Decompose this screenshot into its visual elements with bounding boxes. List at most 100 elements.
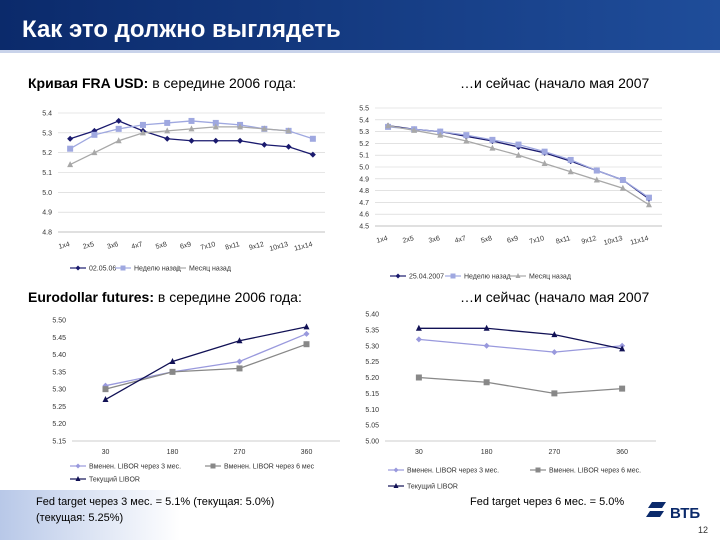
marker bbox=[67, 161, 74, 168]
x-tick-label: 10x13 bbox=[269, 241, 289, 253]
series-line bbox=[105, 326, 307, 401]
title-bar bbox=[0, 0, 720, 50]
marker bbox=[515, 273, 521, 278]
marker bbox=[483, 379, 490, 386]
x-tick-label: 180 bbox=[481, 449, 493, 456]
y-tick-label: 5.15 bbox=[52, 439, 66, 446]
marker bbox=[188, 117, 195, 124]
marker bbox=[393, 483, 399, 488]
marker bbox=[619, 176, 626, 183]
marker bbox=[645, 194, 652, 201]
x-tick-label: 180 bbox=[167, 449, 179, 456]
marker bbox=[261, 125, 268, 132]
x-tick-label: 270 bbox=[549, 449, 561, 456]
legend-label: Вменен. LIBOR через 3 мес. bbox=[89, 464, 181, 471]
y-tick-label: 5.0 bbox=[42, 190, 52, 197]
marker bbox=[385, 122, 392, 129]
marker bbox=[169, 368, 176, 375]
x-tick-label: 2x5 bbox=[402, 235, 415, 245]
marker bbox=[593, 176, 600, 183]
marker bbox=[212, 123, 219, 130]
marker bbox=[75, 463, 81, 469]
y-tick-label: 5.2 bbox=[42, 150, 52, 157]
x-tick-label: 360 bbox=[301, 449, 313, 456]
y-tick-label: 5.3 bbox=[359, 129, 369, 136]
marker bbox=[489, 144, 496, 151]
legend-label: 02.05.06 bbox=[89, 266, 116, 273]
marker bbox=[463, 132, 470, 139]
marker bbox=[551, 331, 558, 338]
marker bbox=[619, 345, 626, 352]
marker bbox=[75, 265, 81, 271]
footer-note: (текущая: 5.25%) bbox=[36, 512, 123, 524]
marker bbox=[483, 342, 490, 349]
series-line bbox=[69, 126, 289, 166]
y-tick-label: 5.40 bbox=[52, 352, 66, 359]
y-tick-label: 5.50 bbox=[52, 318, 66, 325]
x-tick-label: 5x8 bbox=[480, 235, 493, 245]
page-number: 12 bbox=[698, 525, 708, 535]
marker bbox=[437, 131, 444, 138]
marker bbox=[261, 141, 268, 148]
marker bbox=[541, 148, 548, 155]
x-tick-label: 3x6 bbox=[106, 241, 119, 251]
y-tick-label: 5.4 bbox=[42, 111, 52, 118]
x-tick-label: 4x7 bbox=[131, 241, 144, 251]
x-tick-label: 10x13 bbox=[603, 235, 623, 247]
marker bbox=[535, 467, 541, 473]
x-tick-label: 3x6 bbox=[428, 235, 441, 245]
marker bbox=[188, 125, 195, 132]
x-tick-label: 7x10 bbox=[200, 241, 217, 252]
marker bbox=[102, 396, 109, 403]
marker bbox=[593, 167, 600, 174]
marker bbox=[285, 143, 292, 150]
y-tick-label: 5.20 bbox=[365, 375, 379, 382]
marker bbox=[483, 324, 490, 331]
marker bbox=[164, 135, 171, 142]
marker bbox=[463, 137, 470, 144]
marker bbox=[619, 184, 626, 191]
series-line bbox=[418, 376, 623, 395]
marker bbox=[393, 467, 399, 473]
y-tick-label: 5.20 bbox=[52, 421, 66, 428]
marker bbox=[415, 374, 422, 381]
legend-label: Месяц назад bbox=[529, 274, 571, 281]
marker bbox=[75, 476, 81, 481]
caption-bold: Кривая FRA USD: bbox=[28, 75, 148, 91]
marker bbox=[237, 123, 244, 130]
marker bbox=[169, 357, 176, 364]
x-tick-label: 30 bbox=[415, 449, 423, 456]
marker bbox=[309, 135, 316, 142]
series-line bbox=[418, 327, 623, 350]
marker bbox=[102, 386, 109, 393]
x-tick-label: 11x14 bbox=[294, 241, 314, 253]
x-tick-label: 6x9 bbox=[506, 235, 519, 245]
series-line bbox=[418, 338, 623, 353]
marker bbox=[303, 323, 310, 330]
marker bbox=[303, 341, 310, 348]
x-tick-label: 6x9 bbox=[179, 241, 192, 251]
marker bbox=[67, 145, 74, 152]
y-tick-label: 4.8 bbox=[359, 188, 369, 195]
caption: …и сейчас (начало мая 2007 bbox=[460, 75, 649, 91]
x-tick-label: 11x14 bbox=[630, 235, 650, 247]
y-tick-label: 5.35 bbox=[365, 327, 379, 334]
y-tick-label: 4.9 bbox=[42, 210, 52, 217]
series-line bbox=[387, 126, 650, 199]
y-tick-label: 4.7 bbox=[359, 200, 369, 207]
y-tick-label: 5.1 bbox=[42, 170, 52, 177]
marker bbox=[236, 365, 243, 372]
y-tick-label: 5.00 bbox=[365, 439, 379, 446]
slide-title: Как это должно выглядеть bbox=[22, 16, 341, 43]
marker bbox=[115, 117, 122, 124]
legend-label: Вменен. LIBOR через 3 мес. bbox=[407, 468, 499, 475]
marker bbox=[67, 135, 74, 142]
x-tick-label: 30 bbox=[102, 449, 110, 456]
y-tick-label: 5.05 bbox=[365, 423, 379, 430]
series-line bbox=[387, 125, 650, 206]
marker bbox=[551, 390, 558, 397]
title-rule bbox=[0, 50, 720, 53]
marker bbox=[303, 330, 310, 337]
y-tick-label: 5.3 bbox=[42, 130, 52, 137]
logo: ВТБ bbox=[670, 505, 700, 522]
